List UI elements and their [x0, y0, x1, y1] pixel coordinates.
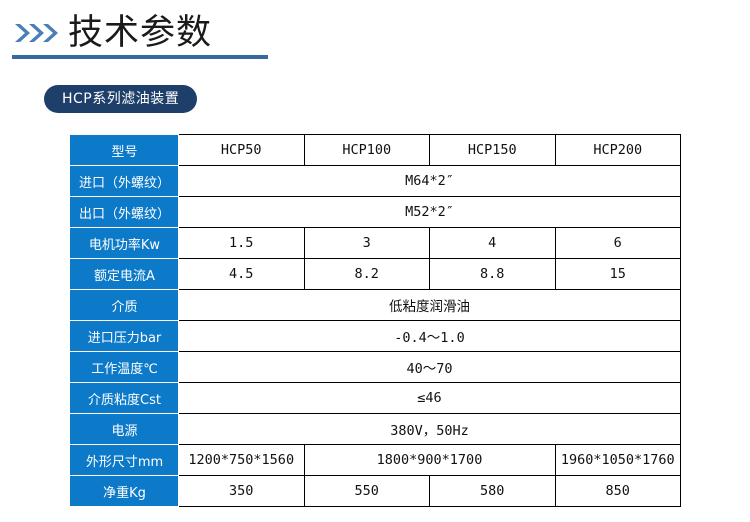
page-title: 技术参数: [68, 13, 213, 53]
net-weight-hcp150: 580: [429, 475, 556, 507]
table-row: 额定电流A 4.5 8.2 8.8 15: [70, 258, 681, 290]
dimensions-hcp50: 1200*750*1560: [178, 444, 305, 476]
row-label-dimensions: 外形尺寸mm: [70, 444, 179, 476]
row-label-working-temp: 工作温度℃: [70, 351, 179, 383]
heading-underline: [12, 55, 268, 59]
row-value-inlet-thread: M64*2″: [178, 165, 681, 197]
row-label-model: 型号: [70, 134, 179, 166]
table-row: 介质粘度Cst ≤46: [70, 382, 681, 414]
table-row: 工作温度℃ 40～70: [70, 351, 681, 383]
table-row: 介质 低粘度润滑油: [70, 289, 681, 321]
row-label-inlet-thread: 进口（外螺纹）: [70, 165, 179, 197]
row-label-medium-viscosity: 介质粘度Cst: [70, 382, 179, 414]
net-weight-hcp100: 550: [303, 475, 430, 507]
row-label-net-weight: 净重Kg: [70, 475, 179, 507]
row-label-outlet-thread: 出口（外螺纹）: [70, 196, 179, 228]
heading-row: 技术参数: [0, 0, 750, 52]
row-value-medium-viscosity: ≤46: [178, 382, 681, 414]
spec-table-container: 型号 HCP50 HCP100 HCP150 HCP200 进口（外螺纹） M6…: [70, 134, 681, 507]
rated-current-hcp100: 8.2: [303, 258, 430, 290]
triple-chevron-right-icon: [14, 22, 60, 44]
row-label-medium: 介质: [70, 289, 179, 321]
model-cell-hcp150: HCP150: [429, 134, 556, 166]
page-header: 技术参数: [0, 0, 750, 59]
rated-current-hcp150: 8.8: [429, 258, 556, 290]
row-value-medium: 低粘度润滑油: [178, 289, 681, 321]
motor-power-hcp150: 4: [429, 227, 556, 259]
model-cell-hcp50: HCP50: [178, 134, 305, 166]
motor-power-hcp50: 1.5: [178, 227, 305, 259]
section-badge: HCP系列滤油装置: [44, 85, 198, 113]
spec-table: 型号 HCP50 HCP100 HCP150 HCP200 进口（外螺纹） M6…: [70, 134, 681, 507]
dimensions-hcp200: 1960*1050*1760: [554, 444, 681, 476]
model-cell-hcp100: HCP100: [303, 134, 430, 166]
row-value-working-temp: 40～70: [178, 351, 681, 383]
table-row: 外形尺寸mm 1200*750*1560 1800*900*1700 1960*…: [70, 444, 681, 476]
dimensions-hcp100-hcp150: 1800*900*1700: [303, 444, 556, 476]
motor-power-hcp100: 3: [303, 227, 430, 259]
row-value-inlet-pressure: -0.4～1.0: [178, 320, 681, 352]
rated-current-hcp50: 4.5: [178, 258, 305, 290]
rated-current-hcp200: 15: [554, 258, 681, 290]
row-label-inlet-pressure: 进口压力bar: [70, 320, 179, 352]
table-row: 出口（外螺纹） M52*2″: [70, 196, 681, 228]
table-row: 电机功率Kw 1.5 3 4 6: [70, 227, 681, 259]
table-row-model-header: 型号 HCP50 HCP100 HCP150 HCP200: [70, 134, 681, 166]
table-row: 进口（外螺纹） M64*2″: [70, 165, 681, 197]
net-weight-hcp200: 850: [554, 475, 681, 507]
row-label-power-supply: 电源: [70, 413, 179, 445]
row-value-power-supply: 380V，50Hz: [178, 413, 681, 445]
table-row: 进口压力bar -0.4～1.0: [70, 320, 681, 352]
net-weight-hcp50: 350: [178, 475, 305, 507]
table-row: 净重Kg 350 550 580 850: [70, 475, 681, 507]
motor-power-hcp200: 6: [554, 227, 681, 259]
row-label-motor-power: 电机功率Kw: [70, 227, 179, 259]
model-cell-hcp200: HCP200: [554, 134, 681, 166]
row-label-rated-current: 额定电流A: [70, 258, 179, 290]
row-value-outlet-thread: M52*2″: [178, 196, 681, 228]
table-row: 电源 380V，50Hz: [70, 413, 681, 445]
